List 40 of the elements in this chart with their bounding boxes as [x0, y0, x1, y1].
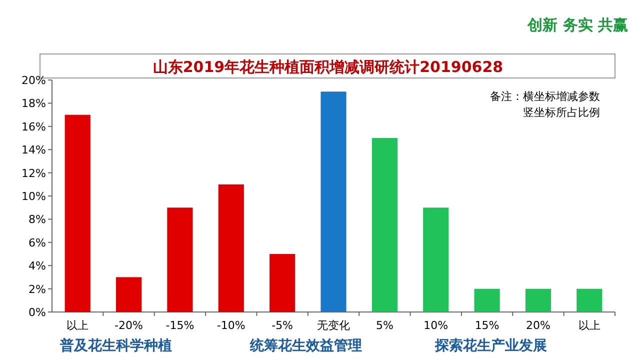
x-tick-label: 10% [424, 319, 448, 332]
text: 统筹花生效益管理 [249, 337, 362, 354]
y-tick-label: 2% [28, 282, 46, 296]
x-tick-label: -10% [216, 319, 246, 332]
bar [320, 92, 346, 312]
y-tick-label: 0% [28, 306, 46, 319]
bar [576, 288, 602, 312]
bar [525, 288, 552, 312]
y-tick-label: 16% [22, 120, 46, 134]
text: 探索花生产业发展 [434, 337, 547, 354]
x-tick-label: 以上 [578, 319, 600, 332]
bar [218, 184, 244, 312]
bar [372, 138, 398, 312]
annotation: 备注：横坐标增减参数 [490, 90, 600, 103]
annotation: 竖坐标所占比例 [523, 106, 600, 119]
bar [64, 114, 90, 312]
x-tick-label: 以上 [66, 319, 89, 332]
y-tick-label: 20% [22, 74, 46, 87]
bar [474, 288, 500, 312]
text: 普及花生科学种植 [59, 337, 172, 354]
x-tick-label: 15% [474, 319, 500, 332]
bar [423, 208, 449, 312]
x-tick-label: -5% [272, 319, 294, 332]
y-tick-label: 18% [22, 97, 46, 110]
x-tick-label: 20% [526, 319, 550, 332]
y-tick-label: 14% [22, 144, 46, 157]
x-tick-label: -20% [114, 319, 143, 332]
x-tick-label: 5% [376, 319, 394, 332]
y-tick-label: 12% [22, 166, 46, 180]
y-tick-label: 10% [22, 190, 46, 203]
x-tick-label: -15% [166, 319, 194, 332]
y-tick-label: 8% [28, 213, 46, 226]
y-tick-label: 4% [28, 260, 46, 273]
y-tick-label: 6% [28, 236, 46, 250]
bar [270, 254, 296, 312]
bar [167, 208, 193, 312]
x-tick-label: 无变化 [317, 319, 350, 332]
bar [116, 277, 142, 312]
text: 创新 务实 共赢 [526, 16, 628, 34]
chart-title: 山东2019年花生种植面积增减调研统计20190628 [152, 58, 504, 76]
